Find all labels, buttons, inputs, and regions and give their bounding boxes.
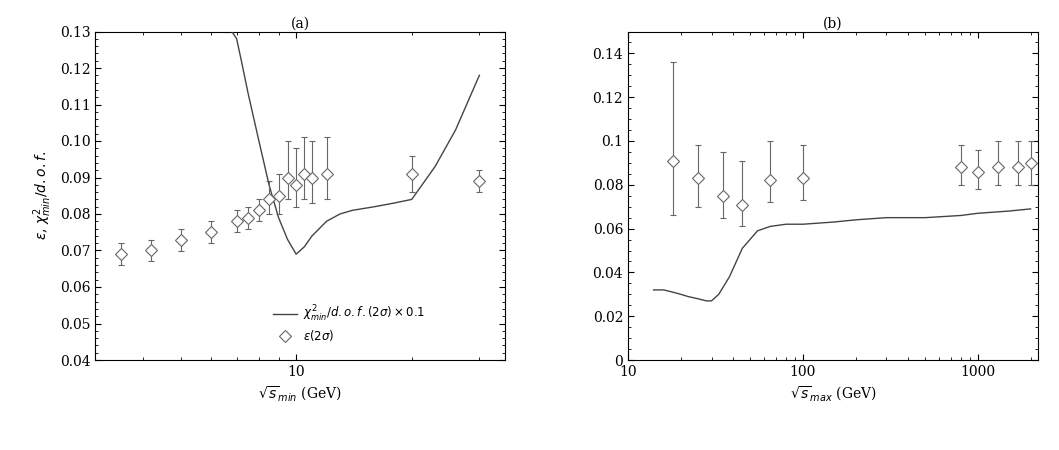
Title: (b): (b) bbox=[823, 16, 843, 30]
Y-axis label: $\epsilon$, $\chi^2_{min}/d.o.f.$: $\epsilon$, $\chi^2_{min}/d.o.f.$ bbox=[32, 151, 54, 240]
Legend: $\chi^2_{min}/d.o.f.(2\sigma) \times 0.1$, $\epsilon(2\sigma)$: $\chi^2_{min}/d.o.f.(2\sigma) \times 0.1… bbox=[269, 299, 430, 347]
X-axis label: $\sqrt{s}_{min}$ (GeV): $\sqrt{s}_{min}$ (GeV) bbox=[258, 384, 342, 403]
Title: (a): (a) bbox=[290, 16, 310, 30]
X-axis label: $\sqrt{s}_{max}$ (GeV): $\sqrt{s}_{max}$ (GeV) bbox=[790, 384, 876, 403]
